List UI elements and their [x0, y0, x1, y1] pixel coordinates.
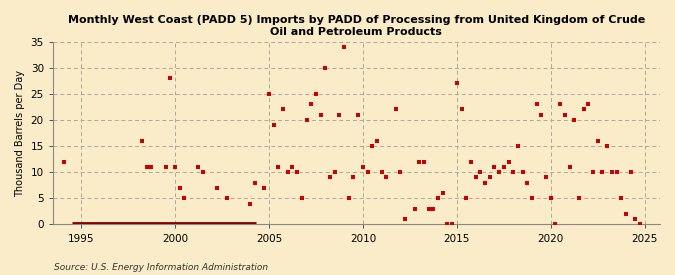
Point: [325, 175, 335, 180]
Point: [221, 196, 232, 200]
Point: [409, 207, 420, 211]
Point: [606, 170, 617, 174]
Point: [282, 170, 293, 174]
Point: [169, 165, 180, 169]
Point: [480, 180, 491, 185]
Y-axis label: Thousand Barrels per Day: Thousand Barrels per Day: [15, 70, 25, 197]
Point: [508, 170, 518, 174]
Point: [466, 160, 477, 164]
Point: [512, 144, 523, 148]
Point: [569, 118, 580, 122]
Point: [165, 76, 176, 80]
Point: [616, 196, 626, 200]
Point: [292, 170, 302, 174]
Point: [447, 222, 458, 227]
Point: [475, 170, 486, 174]
Point: [296, 196, 307, 200]
Point: [174, 186, 185, 190]
Point: [620, 212, 631, 216]
Point: [541, 175, 551, 180]
Point: [611, 170, 622, 174]
Point: [353, 112, 364, 117]
Point: [268, 123, 279, 127]
Point: [287, 165, 298, 169]
Point: [560, 112, 570, 117]
Point: [428, 207, 439, 211]
Point: [146, 165, 157, 169]
Point: [263, 92, 274, 96]
Point: [461, 196, 472, 200]
Point: [334, 112, 345, 117]
Point: [452, 81, 462, 86]
Point: [630, 217, 641, 221]
Point: [503, 160, 514, 164]
Point: [371, 139, 382, 143]
Point: [273, 165, 284, 169]
Point: [160, 165, 171, 169]
Point: [376, 170, 387, 174]
Point: [485, 175, 495, 180]
Point: [310, 92, 321, 96]
Point: [179, 196, 190, 200]
Point: [381, 175, 392, 180]
Point: [536, 112, 547, 117]
Point: [277, 107, 288, 112]
Point: [634, 222, 645, 227]
Point: [522, 180, 533, 185]
Point: [301, 118, 312, 122]
Point: [198, 170, 209, 174]
Point: [456, 107, 467, 112]
Point: [212, 186, 223, 190]
Point: [593, 139, 603, 143]
Point: [493, 170, 504, 174]
Point: [348, 175, 359, 180]
Point: [339, 45, 350, 49]
Point: [498, 165, 509, 169]
Point: [395, 170, 406, 174]
Point: [437, 191, 448, 195]
Text: Source: U.S. Energy Information Administration: Source: U.S. Energy Information Administ…: [54, 263, 268, 272]
Point: [250, 180, 261, 185]
Point: [601, 144, 612, 148]
Point: [574, 196, 585, 200]
Point: [550, 222, 561, 227]
Point: [315, 112, 326, 117]
Point: [433, 196, 443, 200]
Point: [344, 196, 354, 200]
Point: [259, 186, 269, 190]
Point: [245, 201, 256, 206]
Point: [329, 170, 340, 174]
Point: [578, 107, 589, 112]
Point: [545, 196, 556, 200]
Point: [390, 107, 401, 112]
Point: [625, 170, 636, 174]
Point: [414, 160, 425, 164]
Point: [526, 196, 537, 200]
Point: [423, 207, 434, 211]
Point: [555, 102, 566, 106]
Point: [489, 165, 500, 169]
Point: [564, 165, 575, 169]
Point: [531, 102, 542, 106]
Point: [442, 222, 453, 227]
Point: [358, 165, 369, 169]
Point: [320, 65, 331, 70]
Point: [367, 144, 378, 148]
Point: [137, 139, 148, 143]
Point: [418, 160, 429, 164]
Point: [517, 170, 528, 174]
Title: Monthly West Coast (PADD 5) Imports by PADD of Processing from United Kingdom of: Monthly West Coast (PADD 5) Imports by P…: [68, 15, 645, 37]
Point: [470, 175, 481, 180]
Point: [400, 217, 410, 221]
Point: [597, 170, 608, 174]
Point: [193, 165, 204, 169]
Point: [58, 160, 69, 164]
Point: [583, 102, 594, 106]
Point: [306, 102, 317, 106]
Point: [362, 170, 373, 174]
Point: [141, 165, 152, 169]
Point: [588, 170, 599, 174]
